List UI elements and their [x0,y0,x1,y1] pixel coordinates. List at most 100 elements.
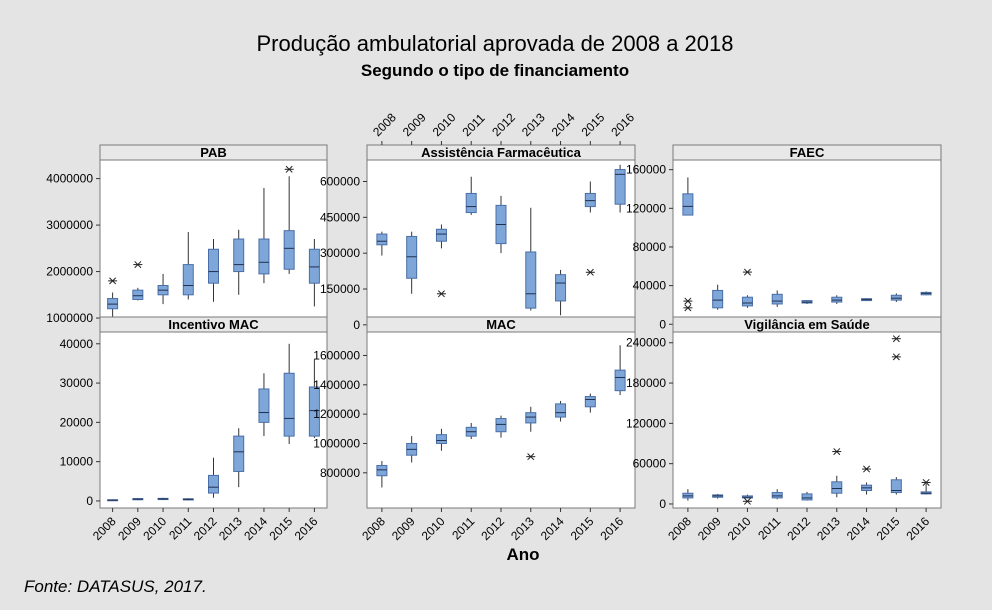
y-tick-label: 1600000 [313,348,360,362]
iqr-box [831,481,843,494]
iqr-box [555,274,567,302]
box-2013 [525,406,537,461]
panel-title: Assistência Farmacêutica [421,145,581,160]
panel-grid: PAB1000000200000030000004000000Assistênc… [46,110,942,543]
iqr-box [614,369,626,392]
y-tick-label: 10000 [60,455,94,469]
box-2010 [741,494,753,505]
box-2011 [771,489,783,500]
iqr-box [682,193,694,216]
outlier-stroke [586,268,594,276]
outlier-marker [891,335,901,343]
box-2010 [157,497,169,501]
box-2016 [308,239,320,307]
iqr-box [208,248,219,284]
box-2012 [801,300,813,304]
iqr-box [525,412,537,424]
box-2015 [890,335,902,495]
box-2016 [920,291,932,296]
y-tick-label: 30000 [60,376,94,390]
box-2012 [208,239,219,302]
panel-strip [366,316,636,333]
box-2009 [406,231,418,294]
box-2012 [208,457,219,498]
iqr-box [741,296,753,307]
iqr-box [465,192,477,214]
box-2016 [308,359,320,439]
box-2011 [771,290,783,307]
box-2013 [233,428,245,488]
panel-vigilancia-em-saude: Vigilância em Saúde 0 60000 120000 180000 240… [626,316,942,543]
y-tick-label: 180000 [626,376,666,390]
y-tick-label: 0 [659,497,666,511]
iqr-box [308,248,320,284]
outlier-stroke [109,277,117,285]
iqr-box [233,435,245,472]
chart-title: Produção ambulatorial aprovada de 2008 a… [256,31,733,56]
outlier-marker [683,304,693,312]
y-tick-label: 1400000 [313,378,360,392]
outlier-stroke [285,165,293,173]
y-tick-label: 1000000 [313,436,360,450]
box-2013 [525,207,537,311]
y-tick-label: 0 [659,317,666,331]
iqr-box [495,418,507,433]
outlier-marker [742,268,752,276]
box-2008 [682,177,694,312]
box-2012 [495,415,507,438]
box-2008 [107,499,119,502]
y-tick-label: 0 [86,494,93,508]
outlier-marker [284,165,294,173]
iqr-box [584,396,596,408]
outlier-marker [742,497,752,505]
y-tick-label: 450000 [320,210,360,224]
y-tick-label: 120000 [626,416,666,430]
panel-incentivo-mac: Incentivo MAC010000200003000040000200820… [60,316,328,543]
box-2015 [283,165,295,274]
outlier-stroke [892,335,900,343]
box-2011 [182,498,194,501]
y-tick-label: 2000000 [46,265,93,279]
box-2013 [233,229,245,295]
box-2011 [182,232,194,300]
iqr-box [283,230,295,270]
y-tick-label: 0 [353,318,360,332]
panel-strip [99,144,328,161]
panel-title: Incentivo MAC [168,317,259,332]
y-tick-label: 300000 [320,246,360,260]
panel-faec: FAEC 0 40000 80000 120000 160000 [626,144,942,333]
outlier-stroke [437,290,445,298]
outlier-marker [891,353,901,361]
y-tick-label: 4000000 [46,172,93,186]
y-tick-label: 1200000 [313,407,360,421]
panel-mac: MAC8000001000000120000014000001600000200… [313,316,636,543]
iqr-box [376,464,388,477]
box-2011 [465,176,477,215]
iqr-box [182,264,194,296]
y-tick-label: 1000000 [46,311,93,325]
box-2015 [584,181,596,276]
box-2014 [555,269,567,316]
iqr-box [771,492,783,499]
box-2014 [555,400,567,422]
box-2016 [614,164,626,213]
outlier-marker [683,297,693,305]
panel-strip [672,144,942,161]
panel-title: FAEC [790,145,825,160]
box-2013 [831,295,843,304]
y-tick-label: 20000 [60,415,94,429]
iqr-box [890,479,902,494]
box-2014 [258,187,270,284]
outlier-stroke [527,453,535,461]
iqr-box [233,238,245,273]
outlier-stroke [684,304,692,312]
outlier-stroke [863,465,871,473]
panel-strip [672,316,942,333]
outlier-marker [436,290,446,298]
box-2008 [682,489,694,501]
box-2013 [831,448,843,498]
y-tick-label: 800000 [320,466,360,480]
chart-subtitle: Segundo o tipo de financiamento [361,61,629,80]
box-2009 [132,261,144,301]
